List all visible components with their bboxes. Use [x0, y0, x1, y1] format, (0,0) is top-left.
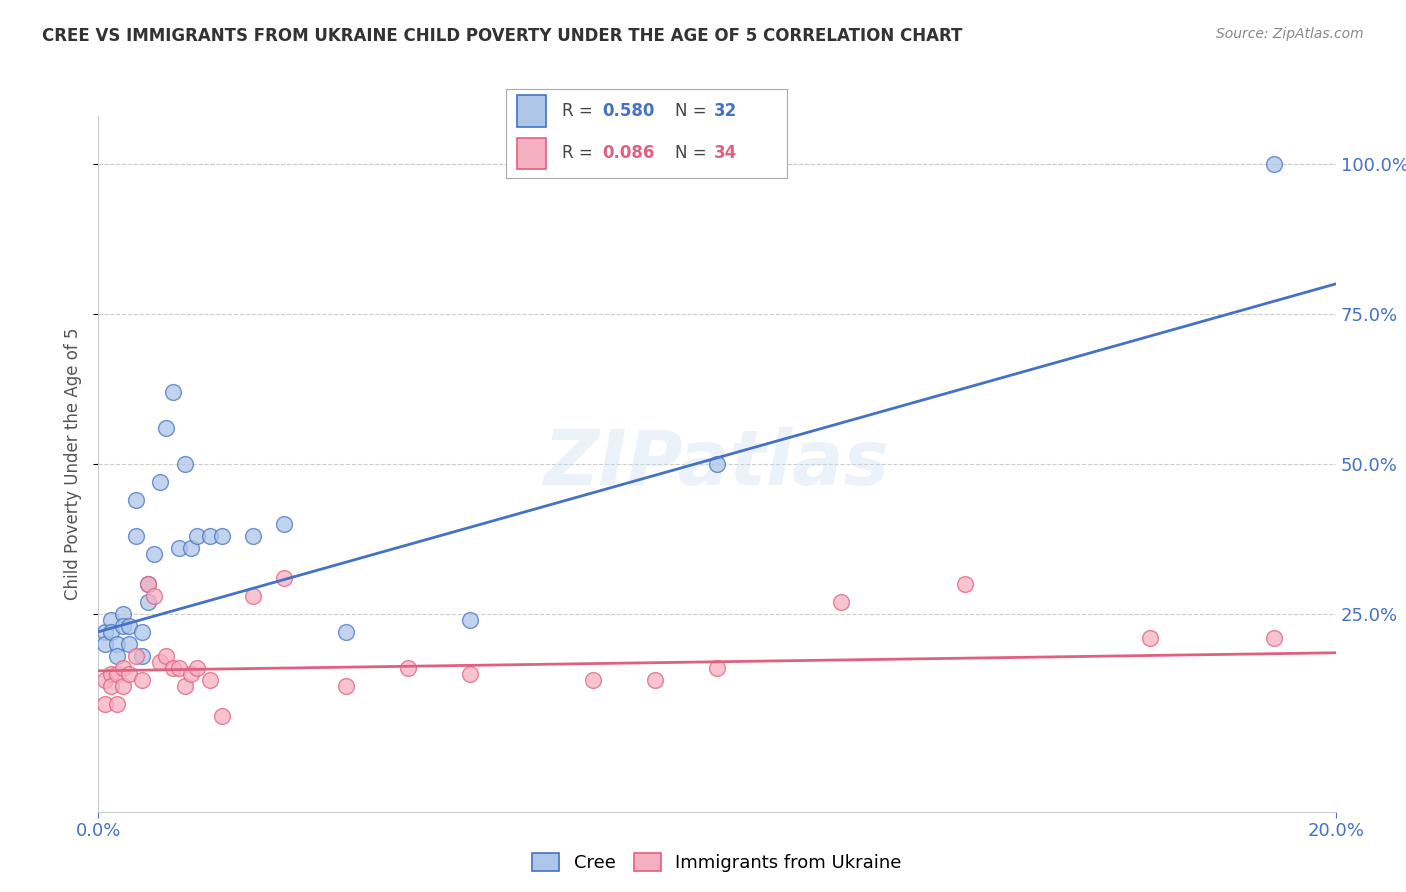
Point: [118, 666, 141, 681]
Point: [167, 661, 190, 675]
Point: [830, 595, 852, 609]
Point: [1263, 631, 1285, 645]
Point: [155, 421, 177, 435]
Point: [335, 624, 357, 639]
Point: [93, 637, 115, 651]
Text: 0.580: 0.580: [602, 102, 654, 120]
Point: [149, 655, 172, 669]
Point: [1263, 157, 1285, 171]
Text: N =: N =: [675, 145, 711, 162]
Point: [100, 679, 122, 693]
FancyBboxPatch shape: [517, 95, 546, 127]
Point: [180, 666, 202, 681]
Point: [953, 576, 976, 591]
Point: [112, 661, 135, 675]
Point: [105, 666, 128, 681]
Text: ZIPatlas: ZIPatlas: [544, 427, 890, 500]
Point: [131, 648, 153, 663]
Point: [131, 624, 153, 639]
Legend: Cree, Immigrants from Ukraine: Cree, Immigrants from Ukraine: [526, 846, 908, 880]
Point: [124, 648, 146, 663]
Point: [136, 576, 159, 591]
Text: N =: N =: [675, 102, 711, 120]
Point: [162, 384, 184, 399]
Point: [131, 673, 153, 687]
Point: [174, 457, 197, 471]
Point: [242, 589, 264, 603]
Point: [186, 529, 208, 543]
Point: [112, 619, 135, 633]
Point: [396, 661, 419, 675]
Point: [143, 547, 166, 561]
Point: [105, 697, 128, 711]
Point: [335, 679, 357, 693]
Point: [93, 624, 115, 639]
Point: [124, 492, 146, 507]
Point: [458, 613, 481, 627]
Point: [706, 661, 728, 675]
Point: [273, 571, 295, 585]
Point: [143, 589, 166, 603]
Point: [136, 576, 159, 591]
Point: [211, 529, 233, 543]
Point: [118, 637, 141, 651]
Point: [100, 624, 122, 639]
Point: [706, 457, 728, 471]
Text: 0.086: 0.086: [602, 145, 654, 162]
Point: [112, 607, 135, 621]
Point: [105, 637, 128, 651]
Point: [136, 595, 159, 609]
Point: [100, 613, 122, 627]
FancyBboxPatch shape: [517, 138, 546, 169]
Point: [242, 529, 264, 543]
Point: [1139, 631, 1161, 645]
Point: [174, 679, 197, 693]
Point: [198, 529, 221, 543]
Point: [186, 661, 208, 675]
Text: Source: ZipAtlas.com: Source: ZipAtlas.com: [1216, 27, 1364, 41]
Point: [180, 541, 202, 555]
Point: [458, 666, 481, 681]
Text: R =: R =: [562, 145, 599, 162]
Text: R =: R =: [562, 102, 599, 120]
Point: [93, 697, 115, 711]
Point: [167, 541, 190, 555]
Point: [112, 679, 135, 693]
Point: [105, 648, 128, 663]
Y-axis label: Child Poverty Under the Age of 5: Child Poverty Under the Age of 5: [65, 327, 83, 600]
Point: [100, 666, 122, 681]
Point: [155, 648, 177, 663]
Point: [198, 673, 221, 687]
Point: [93, 673, 115, 687]
Point: [644, 673, 666, 687]
Text: 34: 34: [714, 145, 738, 162]
Text: CREE VS IMMIGRANTS FROM UKRAINE CHILD POVERTY UNDER THE AGE OF 5 CORRELATION CHA: CREE VS IMMIGRANTS FROM UKRAINE CHILD PO…: [42, 27, 963, 45]
Point: [124, 529, 146, 543]
Point: [273, 516, 295, 531]
Point: [162, 661, 184, 675]
Point: [211, 708, 233, 723]
Point: [118, 619, 141, 633]
Point: [582, 673, 605, 687]
Point: [149, 475, 172, 489]
Text: 32: 32: [714, 102, 738, 120]
